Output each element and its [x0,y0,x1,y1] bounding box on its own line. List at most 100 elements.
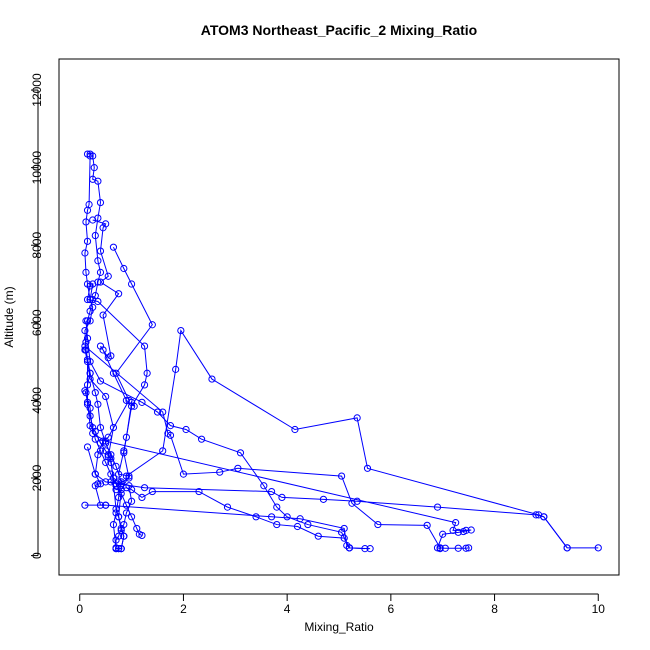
series-line [85,320,371,550]
data-point [81,501,89,509]
data-point [439,530,447,538]
data-point [115,290,123,298]
series-layer [81,150,602,553]
data-point [109,520,118,529]
series-line [87,359,125,550]
data-point [94,400,102,408]
data-point [148,487,156,496]
y-tick-label: 12000 [30,73,44,107]
data-point [208,375,216,383]
data-point [99,311,107,319]
data-point [82,268,90,276]
data-point [82,218,90,226]
data-point [83,443,92,451]
data-point [91,231,99,240]
data-point [127,513,136,521]
data-point [102,501,110,509]
data-point [125,482,133,490]
data-point [90,164,98,172]
data-point [260,482,268,490]
data-point [102,478,110,486]
data-point [96,198,105,207]
data-point [563,544,571,552]
data-point [153,408,162,416]
data-point [273,503,281,511]
data-point [179,470,188,478]
data-point [86,404,94,412]
data-point [115,478,123,486]
data-point [353,414,361,422]
data-point [532,511,540,519]
data-series [81,501,353,552]
data-point [89,303,97,311]
y-tick-label: 4000 [30,387,44,414]
data-point [94,451,102,459]
x-axis-label: Mixing_Ratio [304,620,374,634]
y-tick-label: 10000 [30,151,44,185]
data-point [86,317,94,325]
data-point [120,449,128,457]
data-point [81,326,89,335]
data-point [112,536,120,544]
data-point [267,487,276,496]
data-point [102,458,110,467]
y-tick-label: 8000 [30,232,44,259]
series-line [87,446,568,549]
data-point [340,524,348,533]
data-point [91,427,99,436]
data-point [138,531,146,540]
data-point [423,521,431,529]
y-tick-label: 6000 [30,309,44,336]
data-point [82,346,90,354]
x-tick-label: 4 [284,602,291,616]
data-point [127,402,136,410]
data-point [83,334,92,342]
data-point [89,216,97,224]
x-tick-label: 8 [491,602,498,616]
data-point [104,354,112,362]
series-line [92,219,135,550]
data-point [99,224,107,232]
data-point [319,495,328,503]
data-point [81,249,89,257]
data-point [83,356,92,364]
data-point [182,425,190,434]
data-point [366,545,374,553]
data-point [314,532,322,540]
data-point [86,282,94,290]
data-series [83,356,128,553]
data-point [96,439,105,447]
data-point [345,544,353,552]
data-point [159,408,167,416]
data-point [454,528,462,536]
data-point [133,524,141,533]
data-point [96,423,105,432]
data-point [115,493,123,502]
data-point [540,513,548,521]
data-point [296,515,304,523]
data-point [454,544,462,552]
data-point [452,519,460,527]
data-point [293,522,302,531]
data-point [102,392,110,401]
data-point [441,544,449,552]
data-point [234,464,242,472]
data-point [107,455,115,463]
data-point [117,526,125,534]
data-point [465,544,473,552]
data-point [83,398,92,406]
data-point [91,470,99,478]
data-point [462,544,470,552]
data-point [94,177,102,185]
data-point [83,295,92,304]
data-point [125,472,133,480]
data-point [374,520,382,529]
data-point [94,297,102,306]
data-point [138,493,146,502]
data-point [86,152,94,160]
data-point [140,381,149,389]
data-point [304,520,312,529]
x-axis: 0 2 4 6 8 10 [76,593,605,616]
